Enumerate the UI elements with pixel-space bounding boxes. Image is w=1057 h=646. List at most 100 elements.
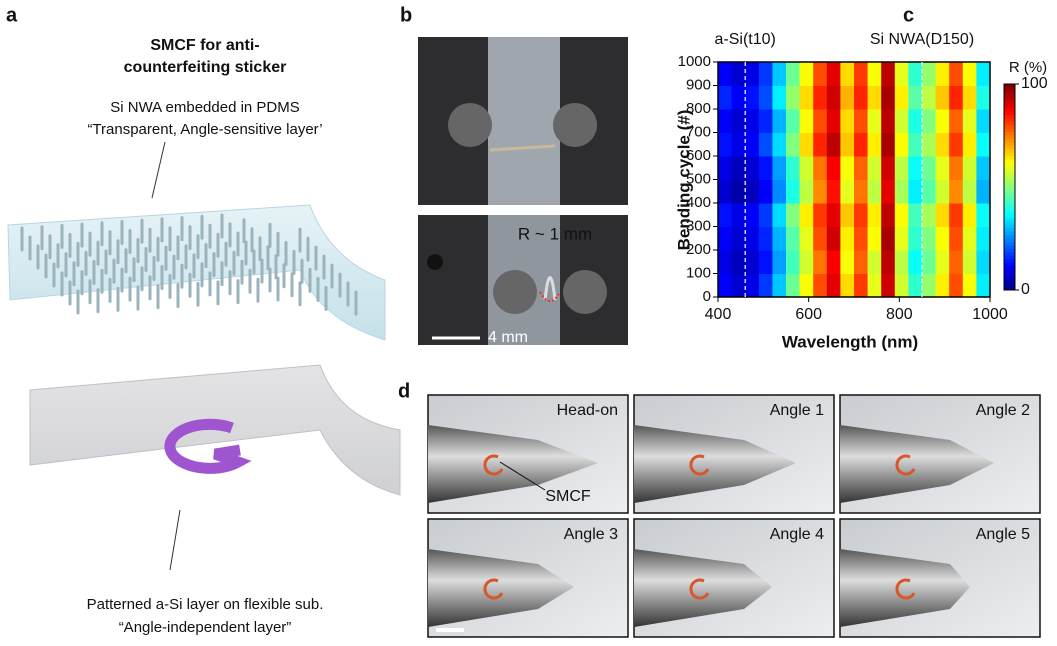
colorbar-step xyxy=(1004,160,1015,164)
photo-label: Angle 1 xyxy=(770,402,824,419)
heat-cell xyxy=(963,250,977,274)
colorbar-step xyxy=(1004,105,1015,109)
heat-cell xyxy=(718,203,732,227)
heat-cell xyxy=(840,109,854,133)
heat-cell xyxy=(908,109,922,133)
heat-cell xyxy=(963,86,977,110)
colorbar-step xyxy=(1004,221,1015,225)
leader-line xyxy=(152,142,165,198)
heat-cell xyxy=(800,250,814,274)
heat-cell xyxy=(732,109,746,133)
heat-cell xyxy=(881,250,895,274)
x-tick-label: 400 xyxy=(705,306,732,323)
heat-cell xyxy=(718,156,732,180)
heat-cell xyxy=(976,203,990,227)
colorbar-step xyxy=(1004,101,1015,105)
heat-cell xyxy=(922,156,936,180)
colorbar-step xyxy=(1004,149,1015,153)
heat-cell xyxy=(732,203,746,227)
heat-cell xyxy=(936,62,950,86)
heat-cell xyxy=(772,109,786,133)
heat-cell xyxy=(759,250,773,274)
heat-cell xyxy=(868,62,882,86)
y-tick-label: 100 xyxy=(686,264,711,281)
y-tick-label: 200 xyxy=(686,241,711,258)
heat-cell xyxy=(772,86,786,110)
heat-cell xyxy=(786,133,800,157)
heat-cell xyxy=(868,86,882,110)
heat-cell xyxy=(786,109,800,133)
heat-cell xyxy=(827,203,841,227)
heat-cell xyxy=(786,227,800,251)
heat-cell xyxy=(840,86,854,110)
colorbar-step xyxy=(1004,273,1015,277)
heat-cell xyxy=(800,133,814,157)
colorbar-step xyxy=(1004,208,1015,212)
heat-cell xyxy=(963,203,977,227)
heat-cell xyxy=(772,203,786,227)
heat-cell xyxy=(745,274,759,298)
pointer-label: SMCF xyxy=(545,488,591,505)
heat-cell xyxy=(922,133,936,157)
heat-cell xyxy=(908,250,922,274)
heat-cell xyxy=(949,203,963,227)
colorbar-step xyxy=(1004,142,1015,146)
photo-label: Angle 5 xyxy=(976,526,1030,543)
colorbar-step xyxy=(1004,163,1015,167)
heat-cell xyxy=(840,203,854,227)
heat-cell xyxy=(840,274,854,298)
heat-cell xyxy=(949,250,963,274)
heat-cell xyxy=(922,109,936,133)
colorbar-step xyxy=(1004,194,1015,198)
colorbar-step xyxy=(1004,225,1015,229)
y-tick-label: 500 xyxy=(686,170,711,187)
colorbar-step xyxy=(1004,214,1015,218)
heat-cell xyxy=(827,156,841,180)
heat-cell xyxy=(881,203,895,227)
heat-cell xyxy=(908,62,922,86)
colorbar-step xyxy=(1004,166,1015,170)
colorbar-step xyxy=(1004,228,1015,232)
heat-cell xyxy=(936,250,950,274)
heat-cell xyxy=(813,156,827,180)
heat-cell xyxy=(949,133,963,157)
heat-cell xyxy=(840,62,854,86)
heat-cell xyxy=(718,227,732,251)
heat-cell xyxy=(868,227,882,251)
heat-cell xyxy=(786,250,800,274)
colorbar-step xyxy=(1004,245,1015,249)
colorbar-step xyxy=(1004,177,1015,181)
heat-cell xyxy=(949,86,963,110)
heat-cell xyxy=(868,109,882,133)
colorbar-step xyxy=(1004,156,1015,160)
heat-cell xyxy=(786,203,800,227)
colorbar-step xyxy=(1004,136,1015,140)
heat-cell xyxy=(786,180,800,204)
heat-cell xyxy=(949,109,963,133)
colorbar-step xyxy=(1004,190,1015,194)
colorbar-tick-label: 0 xyxy=(1021,281,1030,298)
heat-cell xyxy=(908,156,922,180)
heat-cell xyxy=(881,86,895,110)
colorbar-step xyxy=(1004,132,1015,136)
heat-cell xyxy=(936,180,950,204)
colorbar-step xyxy=(1004,249,1015,253)
heat-cell xyxy=(745,227,759,251)
colorbar-step xyxy=(1004,201,1015,205)
heat-cell xyxy=(895,156,909,180)
panel-label: c xyxy=(903,4,914,26)
colorbar-step xyxy=(1004,263,1015,267)
heat-cell xyxy=(976,109,990,133)
heat-cell xyxy=(718,86,732,110)
leader-line xyxy=(170,510,180,570)
heat-cell xyxy=(976,133,990,157)
heat-cell xyxy=(772,227,786,251)
heat-cell xyxy=(949,180,963,204)
heat-cell xyxy=(813,203,827,227)
heat-cell xyxy=(732,62,746,86)
heat-cell xyxy=(854,203,868,227)
heat-cell xyxy=(732,86,746,110)
photo-flat xyxy=(418,37,628,205)
heat-cell xyxy=(827,109,841,133)
